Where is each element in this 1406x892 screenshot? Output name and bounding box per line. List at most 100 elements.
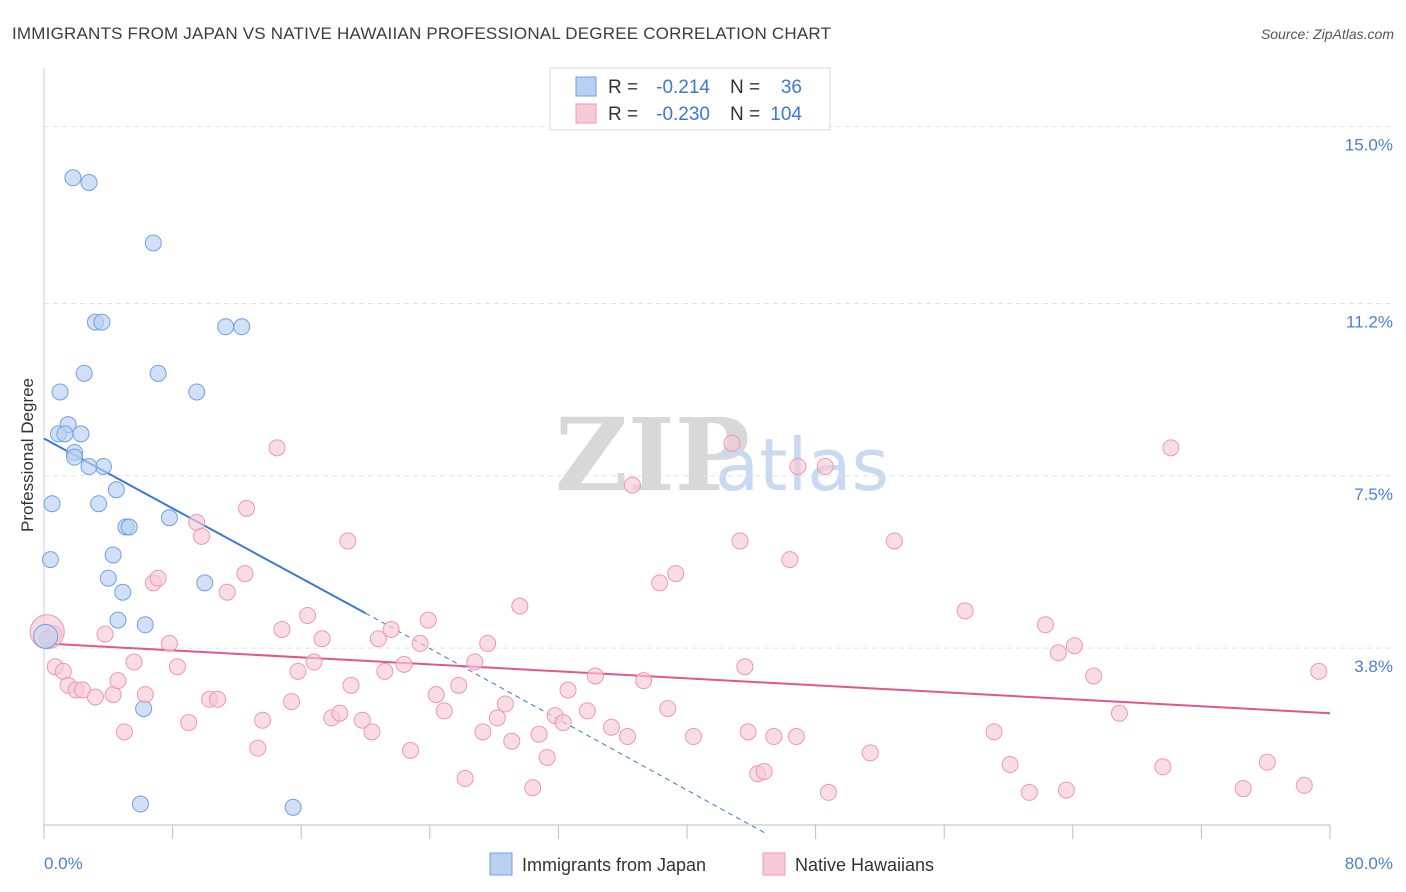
series-legend: Immigrants from Japan Native Hawaiians <box>489 852 934 876</box>
hawaiian-point-48 <box>435 702 453 720</box>
hawaiian-point-14 <box>149 569 167 587</box>
y-tick-label-3: 15.0% <box>1345 136 1393 155</box>
hawaiian-point-40 <box>369 630 387 648</box>
hawaiian-point-9 <box>109 672 127 690</box>
hawaiian-point-97 <box>1110 704 1128 722</box>
hawaiian-point-27 <box>268 439 286 457</box>
chart-title: IMMIGRANTS FROM JAPAN VS NATIVE HAWAIIAN… <box>12 24 831 43</box>
hawaiian-point-103 <box>1310 662 1328 680</box>
hawaiian-point-58 <box>524 779 542 797</box>
trend-line-hawaiian <box>43 642 1331 715</box>
hawaiian-point-10 <box>115 723 133 741</box>
hawaiian-point-15 <box>160 634 178 652</box>
hawaiian-point-87 <box>885 532 903 550</box>
japan-point-26 <box>41 551 59 569</box>
hawaiian-point-22 <box>218 583 236 601</box>
hawaiian-point-63 <box>559 681 577 699</box>
japan-point-13 <box>56 425 74 443</box>
hawaiian-point-99 <box>1162 439 1180 457</box>
hawaiian-point-102 <box>1295 776 1313 794</box>
hawaiian-point-57 <box>511 597 529 615</box>
hawaiian-point-47 <box>427 686 445 704</box>
hawaiian-point-100 <box>1234 780 1252 798</box>
hawaiian-point-94 <box>1057 781 1075 799</box>
hawaiian-point-44 <box>402 742 420 759</box>
legend-n-value-hawaiian: 104 <box>770 104 802 125</box>
hawaiian-point-66 <box>602 718 620 736</box>
y-tick-labels: 3.8% 7.5% 11.2% 15.0% <box>1345 136 1393 677</box>
hawaiian-point-91 <box>1020 783 1038 801</box>
hawaiian-point-86 <box>861 744 879 762</box>
hawaiian-point-11 <box>125 653 143 671</box>
hawaiian-point-42 <box>382 620 400 638</box>
watermark-zip: ZIP <box>555 396 750 514</box>
hawaiian-point-82 <box>787 728 805 746</box>
japan-point-34 <box>131 795 149 813</box>
japan-point-4 <box>93 313 111 331</box>
hawaiian-point-74 <box>723 434 741 452</box>
legend-r-value-hawaiian: -0.230 <box>656 104 710 125</box>
hawaiian-point-95 <box>1065 637 1083 655</box>
watermark: ZIP atlas <box>555 396 889 514</box>
japan-point-2 <box>144 234 162 252</box>
japan-point-0 <box>64 169 82 187</box>
hawaiian-point-35 <box>331 704 349 722</box>
hawaiian-point-93 <box>1049 644 1067 662</box>
legend-n-value-japan: 36 <box>781 77 802 98</box>
hawaiian-point-38 <box>353 711 371 729</box>
legend-r-label-hawaiian: R = <box>608 104 638 125</box>
hawaiian-point-17 <box>180 714 198 732</box>
hawaiian-point-77 <box>739 723 757 741</box>
hawaiian-point-54 <box>488 709 506 727</box>
hawaiian-point-71 <box>659 700 677 718</box>
hawaiian-point-50 <box>456 769 474 787</box>
hawaiian-point-96 <box>1085 667 1103 685</box>
japan-point-35 <box>284 798 302 816</box>
y-tick-label-0: 3.8% <box>1354 657 1393 676</box>
hawaiian-point-98 <box>1154 758 1172 776</box>
japan-point-10 <box>188 383 206 401</box>
hawaiian-point-65 <box>586 667 604 685</box>
japan-point-16 <box>66 448 84 466</box>
hawaiian-point-92 <box>1036 616 1054 634</box>
hawaiian-point-70 <box>651 574 669 592</box>
hawaiian-point-31 <box>299 606 317 624</box>
japan-point-31 <box>136 616 154 634</box>
hawaiian-point-73 <box>684 728 702 746</box>
hawaiian-point-19 <box>193 527 211 545</box>
hawaiian-point-39 <box>363 723 381 741</box>
chart-source: Source: ZipAtlas.com <box>1261 26 1394 42</box>
japan-point-7 <box>75 364 93 382</box>
japan-point-8 <box>149 364 167 382</box>
legend-swatch-hawaiian <box>575 103 597 124</box>
japan-point-21 <box>90 495 108 513</box>
japan-point-30 <box>109 611 127 629</box>
japan-point-29 <box>196 574 214 592</box>
hawaiian-point-6 <box>86 688 104 706</box>
hawaiian-point-5 <box>74 681 92 699</box>
hawaiian-point-24 <box>238 499 256 517</box>
hawaiian-point-26 <box>254 711 272 729</box>
hawaiian-point-56 <box>503 732 521 750</box>
hawaiian-point-21 <box>209 690 227 708</box>
hawaiian-point-52 <box>474 723 492 741</box>
bottom-legend-swatch-hawaiian <box>762 852 786 876</box>
hawaiian-point-80 <box>765 728 783 746</box>
hawaiian-point-72 <box>667 565 685 583</box>
hawaiian-point-30 <box>289 662 307 680</box>
hawaiian-point-32 <box>305 653 323 671</box>
japan-point-9 <box>51 383 69 401</box>
japan-point-large <box>33 623 59 649</box>
japan-point-14 <box>72 425 90 443</box>
hawaiian-point-64 <box>578 702 596 720</box>
japan-point-25 <box>104 546 122 564</box>
japan-point-33 <box>135 700 153 718</box>
hawaiian-point-76 <box>736 658 754 676</box>
hawaiian-point-53 <box>479 634 497 652</box>
japan-point-27 <box>99 569 117 587</box>
hawaiian-point-25 <box>249 739 267 757</box>
series-native-hawaiians <box>29 434 1328 801</box>
y-tick-label-2: 11.2% <box>1346 313 1393 332</box>
legend-r-value-japan: -0.214 <box>656 77 710 98</box>
